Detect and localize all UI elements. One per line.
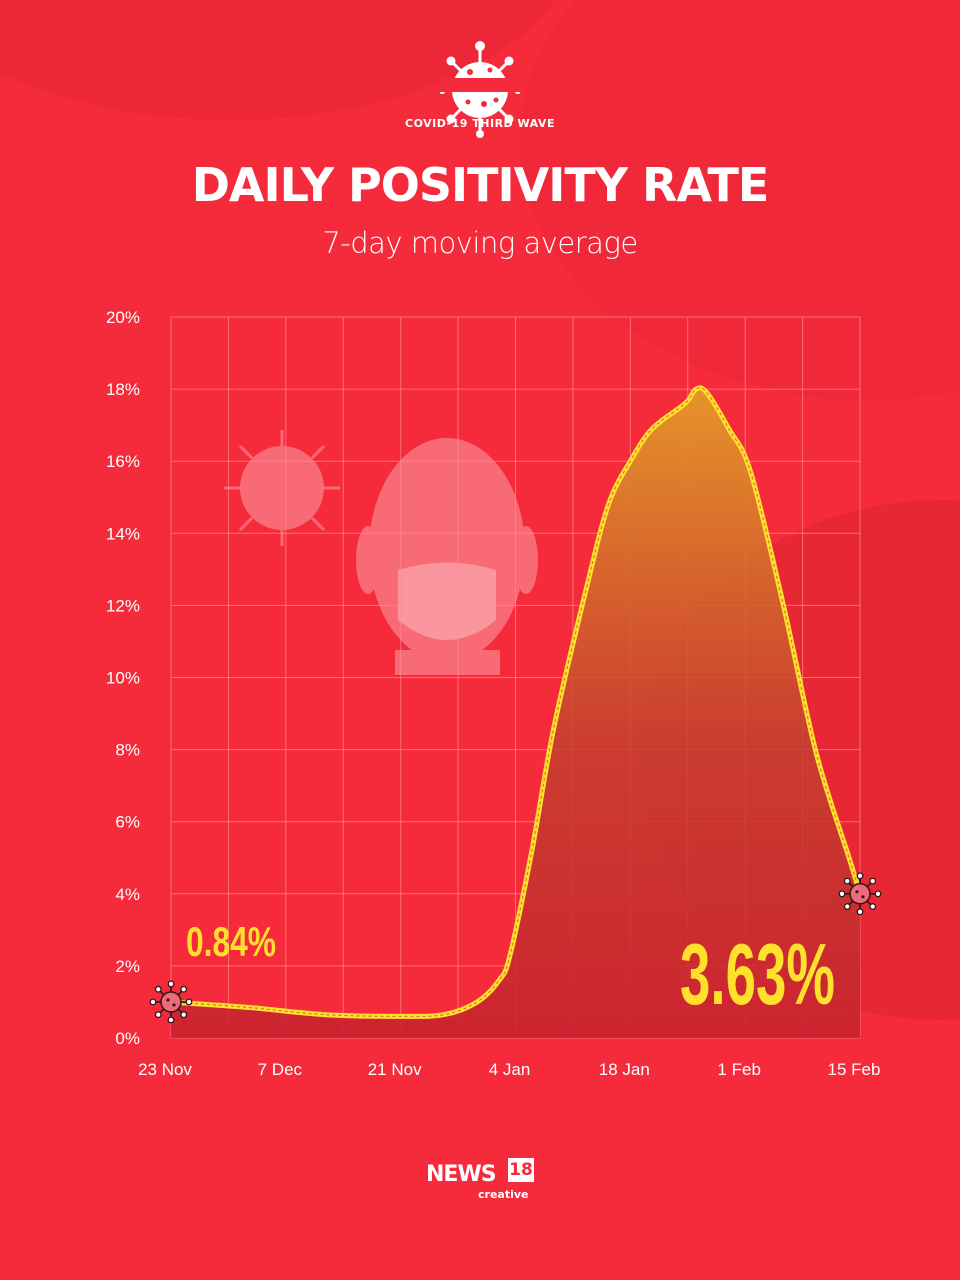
logo-text: NEWS <box>426 1162 497 1187</box>
x-tick-label: 23 Nov <box>138 1060 192 1079</box>
y-tick-label: 10% <box>106 669 140 688</box>
covid-badge: COVID-19 THIRD WAVE <box>400 38 560 138</box>
news18-logo: NEWS 18 creative <box>426 1158 536 1204</box>
y-tick-label: 0% <box>115 1029 140 1048</box>
background-virus-icon <box>224 430 340 546</box>
x-tick-label: 7 Dec <box>258 1060 303 1079</box>
logo-subtext: creative <box>478 1188 529 1201</box>
y-tick-label: 8% <box>115 741 140 760</box>
mask-face-icon <box>356 438 538 675</box>
series-line-dash <box>170 387 861 1018</box>
series-area <box>171 387 860 1038</box>
page-subtitle: 7-day moving average <box>322 226 638 260</box>
y-tick-label: 12% <box>106 596 140 615</box>
virus-icon <box>440 41 520 138</box>
start-value-label: 0.84% <box>186 918 276 965</box>
start-virus-marker <box>149 980 193 1024</box>
x-tick-label: 18 Jan <box>599 1060 650 1079</box>
x-tick-label: 15 Feb <box>828 1060 881 1079</box>
x-tick-label: 21 Nov <box>368 1060 422 1079</box>
chart-annotations: 0.84% 3.63% <box>186 918 835 1023</box>
y-tick-label: 4% <box>115 885 140 904</box>
logo-number: 18 <box>508 1158 534 1182</box>
y-tick-label: 16% <box>106 452 140 471</box>
series-endpoints <box>149 872 882 1024</box>
mask-icon <box>398 562 496 640</box>
x-tick-label: 1 Feb <box>717 1060 760 1079</box>
end-virus-marker <box>838 872 882 916</box>
page-title: DAILY POSITIVITY RATE <box>191 158 770 212</box>
y-tick-label: 6% <box>115 813 140 832</box>
y-tick-label: 18% <box>106 380 140 399</box>
positivity-chart: 0% 2% 4% 6% 8% 10% 12% 14% 16% 18% 20% 23 Nov 7 Dec… <box>106 308 882 1079</box>
y-tick-label: 20% <box>106 308 140 327</box>
y-tick-label: 14% <box>106 524 140 543</box>
badge-text: COVID-19 THIRD WAVE <box>405 117 555 130</box>
x-axis-ticks: 23 Nov 7 Dec 21 Nov 4 Jan 18 Jan 1 Feb 15 Feb <box>138 1060 880 1079</box>
y-axis-ticks: 0% 2% 4% 6% 8% 10% 12% 14% 16% 18% 20% <box>106 308 140 1048</box>
y-tick-label: 2% <box>115 957 140 976</box>
end-value-label: 3.63% <box>680 927 835 1023</box>
x-tick-label: 4 Jan <box>489 1060 531 1079</box>
